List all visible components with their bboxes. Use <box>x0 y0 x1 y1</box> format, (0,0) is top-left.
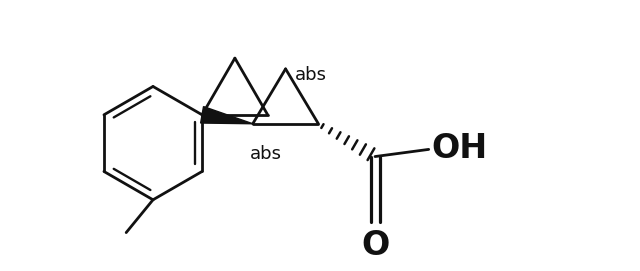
Text: abs: abs <box>294 66 326 84</box>
Polygon shape <box>200 107 253 124</box>
Text: O: O <box>361 229 389 262</box>
Text: OH: OH <box>432 132 488 165</box>
Text: abs: abs <box>250 145 282 163</box>
